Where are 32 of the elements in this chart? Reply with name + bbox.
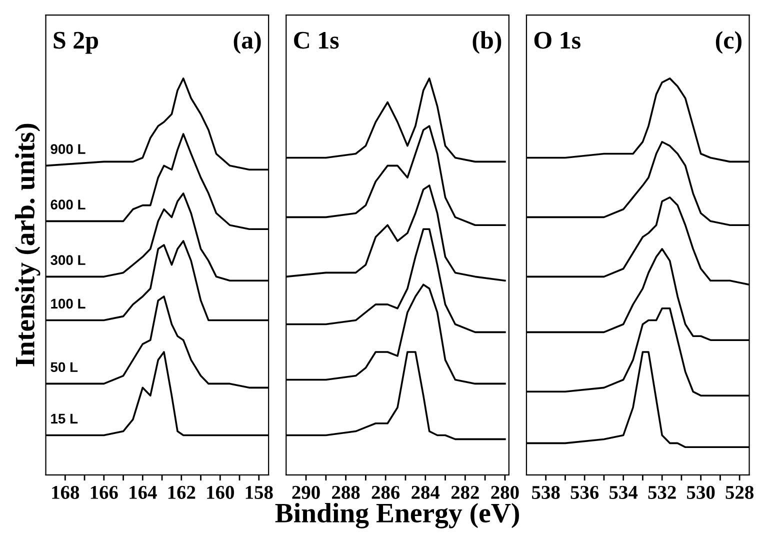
series-label: 50 L	[50, 362, 78, 372]
x-tick-label: 166	[90, 486, 118, 499]
series-label: 900 L	[50, 144, 86, 154]
chart-title: C 1s	[294, 32, 339, 49]
x-tick-label: 284	[412, 486, 440, 499]
chart-title: S 2p	[54, 32, 98, 54]
series-label: 100 L	[51, 298, 86, 309]
x-tick-label: 160	[207, 486, 234, 499]
text: (c)	[716, 31, 742, 54]
series-label: 600 L	[50, 200, 86, 210]
x-tick-label: 528	[726, 486, 754, 499]
x-tick-label: 530	[687, 486, 715, 499]
x-tick-label: 168	[52, 486, 80, 499]
y-axis-title: Intensity (arb. units)	[14, 124, 40, 366]
x-tick-label: 280	[491, 486, 519, 499]
text: (b)	[472, 31, 502, 54]
x-tick-label: 282	[451, 486, 479, 499]
x-tick-label: 532	[648, 486, 676, 499]
text: (a)	[234, 31, 261, 54]
x-tick-label: 158	[246, 486, 273, 499]
series-label: 300 L	[50, 255, 86, 266]
x-tick-label: 290	[292, 486, 320, 499]
x-axis-title: Binding Energy (eV)	[275, 502, 519, 528]
x-tick-label: 162	[168, 486, 196, 499]
x-tick-label: 538	[532, 486, 560, 499]
x-tick-label: 534	[610, 486, 638, 499]
series-label: 15 L	[51, 414, 78, 424]
x-tick-label: 536	[570, 486, 599, 499]
chart-title: O 1s	[534, 32, 580, 49]
x-tick-label: 288	[332, 486, 360, 499]
x-tick-label: 164	[130, 486, 157, 499]
x-tick-label: 286	[372, 486, 400, 499]
